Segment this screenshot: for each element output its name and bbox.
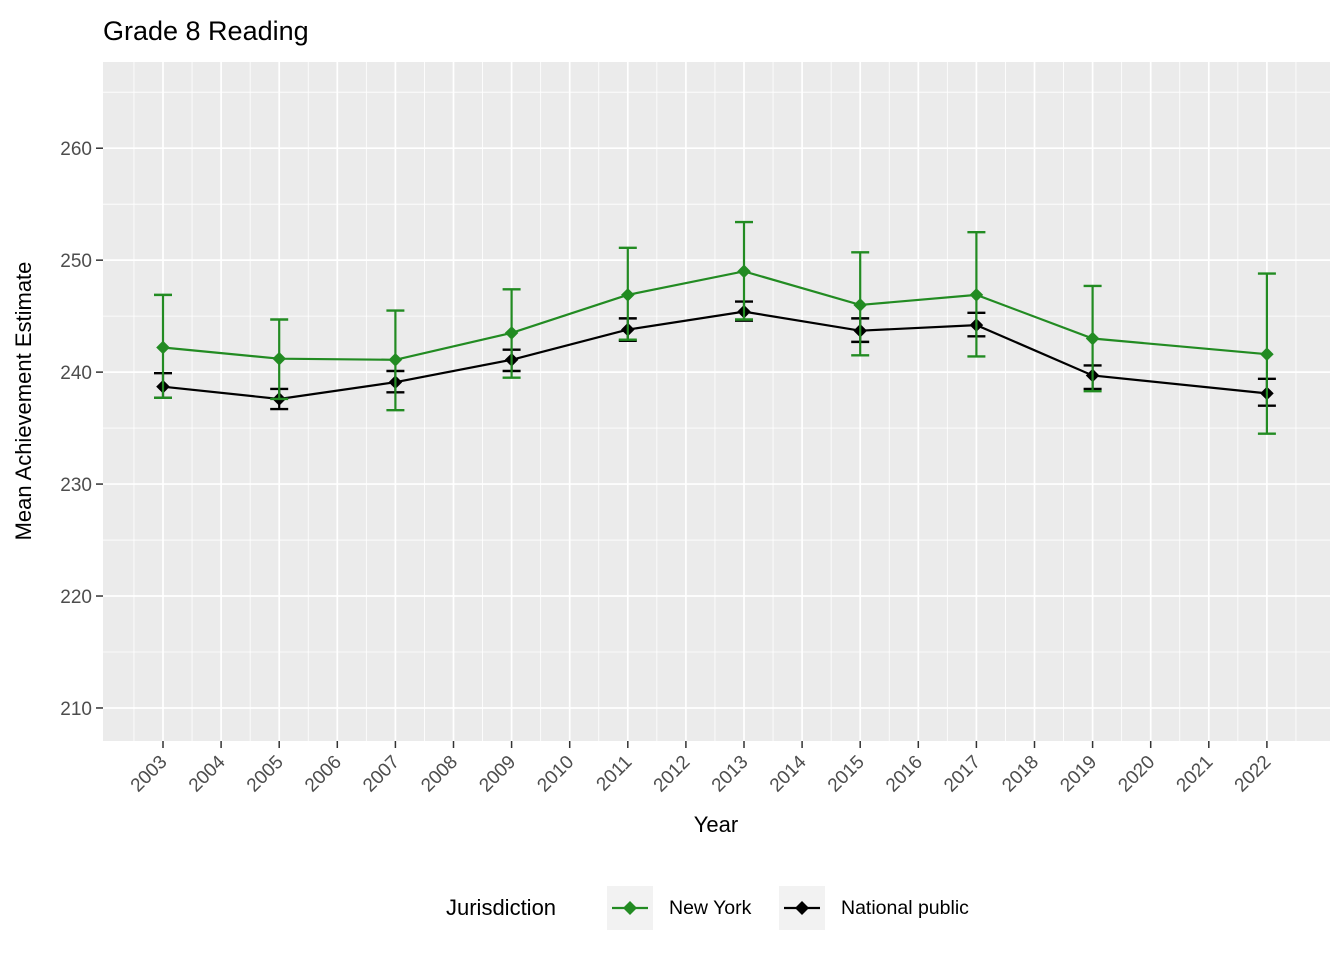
marker-new-york: [388, 352, 403, 367]
x-tick-label: 2016: [882, 752, 927, 797]
legend-label-national-public: National public: [841, 897, 969, 919]
x-tick-label: 2018: [998, 752, 1043, 797]
y-tick-label: 210: [60, 699, 92, 720]
x-tick-label: 2022: [1231, 752, 1276, 797]
chart-title: Grade 8 Reading: [103, 16, 309, 46]
x-tick-label: 2013: [708, 752, 753, 797]
plot-panel: [103, 62, 1330, 741]
marker-new-york: [737, 264, 751, 279]
x-tick-label: 2008: [417, 752, 462, 797]
x-tick-label: 2014: [766, 751, 811, 796]
y-tick-label: 260: [60, 139, 92, 160]
series-line-national-public: [162, 310, 1268, 401]
y-tick-label: 240: [60, 363, 92, 384]
x-tick-label: 2020: [1114, 752, 1159, 797]
x-tick-label: 2005: [243, 752, 288, 797]
x-tick-label: 2006: [301, 752, 346, 797]
marker-new-york: [156, 340, 170, 355]
marker-new-york: [853, 298, 867, 312]
y-tick-label: 220: [60, 587, 92, 608]
chart-root: 210 220 230 240 250 260 2003 2004 2005 2006 2007 20…: [60, 62, 1330, 796]
legend-key-marker: [795, 901, 809, 915]
y-tick-label: 230: [60, 475, 92, 496]
x-tick-label: 2012: [650, 752, 695, 797]
marker-new-york: [1260, 347, 1274, 361]
x-tick-label: 2007: [359, 752, 404, 797]
legend-key-national-public: [779, 886, 825, 930]
x-tick-label: 2009: [475, 752, 520, 797]
marker-new-york: [504, 326, 519, 340]
marker-new-york: [969, 288, 984, 302]
x-tick-label: 2015: [824, 752, 869, 797]
x-tick-label: 2011: [593, 752, 637, 796]
x-tick-label: 2004: [185, 751, 230, 796]
x-tick-label: 2019: [1056, 752, 1101, 797]
legend-key-new-york: [607, 886, 653, 930]
legend-key-marker: [623, 901, 637, 915]
legend-title: Jurisdiction: [446, 895, 556, 920]
x-tick-label: 2021: [1173, 752, 1218, 797]
y-tick-label: 250: [60, 251, 92, 272]
x-tick-label: 2003: [127, 752, 172, 797]
legend-label-new-york: New York: [669, 897, 752, 919]
y-axis-title: Mean Achievement Estimate: [11, 262, 36, 541]
marker-new-york: [1085, 331, 1100, 346]
x-axis-title: Year: [694, 812, 738, 837]
legend: Jurisdiction New York National public: [446, 886, 969, 930]
x-tick-label: 2010: [533, 752, 578, 797]
marker-new-york: [272, 351, 286, 366]
series-line-new-york: [162, 270, 1267, 361]
x-tick-label: 2017: [940, 752, 985, 797]
marker-new-york: [621, 288, 635, 302]
